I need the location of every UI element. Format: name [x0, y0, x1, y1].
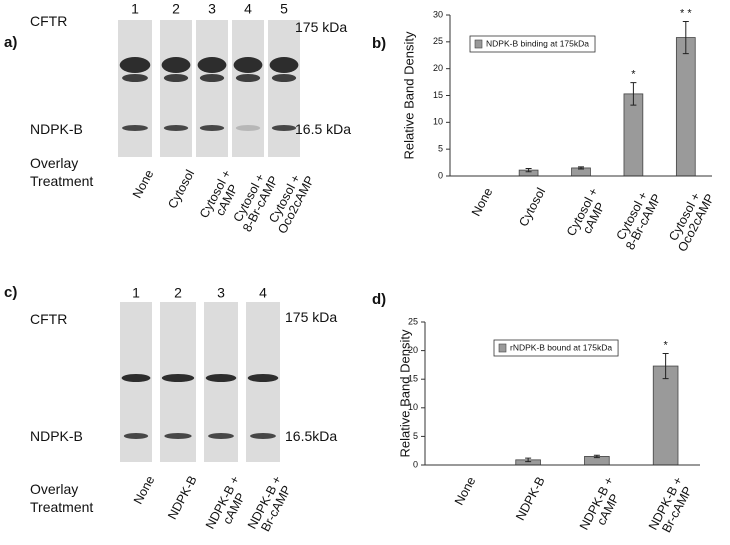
y-tick-label: 20 [408, 345, 418, 355]
panel-label: b) [372, 35, 387, 52]
significance-label: * [631, 69, 636, 81]
row-label: NDPK-B [30, 428, 83, 444]
blot-band [163, 74, 189, 82]
lane-number: 3 [217, 285, 225, 301]
blot-lane [160, 20, 192, 157]
marker-label: 16.5kDa [285, 428, 338, 444]
panel-label: c) [4, 284, 18, 301]
significance-label: * [663, 339, 668, 351]
lane-number: 1 [131, 1, 139, 17]
marker-label: 175 kDa [285, 309, 338, 325]
overlay-label: Overlay Treatment [30, 481, 94, 516]
bar [623, 93, 644, 177]
marker-label: 16.5 kDa [295, 121, 352, 137]
blot-band [205, 374, 237, 382]
panel-label: a) [4, 34, 18, 51]
blot-band [235, 125, 261, 131]
blot-lane [118, 20, 152, 157]
blot-band [122, 125, 148, 131]
blot-band [199, 125, 225, 131]
blot-band [247, 374, 279, 382]
lane-number: 2 [174, 285, 182, 301]
legend-label: NDPK-B binding at 175kDa [486, 38, 589, 48]
lane-number: 5 [280, 1, 288, 17]
blot-band [271, 74, 297, 82]
error-bar [662, 352, 669, 380]
error-bar [593, 454, 600, 459]
row-label: CFTR [30, 311, 68, 327]
blot-lane [268, 20, 300, 157]
lane-number: 1 [132, 285, 140, 301]
blot-band [235, 74, 261, 82]
error-bar [525, 457, 532, 463]
y-tick-label: 15 [433, 90, 443, 100]
y-tick-label: 30 [433, 9, 443, 19]
legend-label: rNDPK-B bound at 175kDa [510, 342, 612, 352]
error-bar [630, 82, 637, 106]
blot-band [161, 374, 195, 382]
y-axis-label: Relative Band Density [401, 31, 416, 159]
blot-band [119, 57, 151, 73]
blot-band [123, 433, 149, 439]
legend-swatch [474, 39, 483, 49]
blot-band [121, 374, 151, 382]
blot-band [164, 433, 192, 439]
blot-band [271, 125, 297, 131]
y-tick-label: 25 [433, 36, 443, 46]
y-tick-label: 20 [433, 63, 443, 73]
lane-number: 4 [259, 285, 267, 301]
y-tick-label: 5 [438, 144, 443, 154]
legend-swatch [498, 343, 507, 353]
error-bar [578, 166, 584, 170]
y-tick-label: 10 [408, 402, 418, 412]
error-bar [682, 20, 689, 55]
blot-band [199, 74, 225, 82]
significance-label: * * [680, 7, 692, 19]
legend-box [493, 339, 619, 357]
blot-band [208, 433, 234, 439]
error-bar [525, 167, 532, 173]
lane-number: 4 [244, 1, 252, 17]
blot-lane [232, 20, 264, 157]
blot-band [269, 57, 299, 73]
row-label: CFTR [30, 13, 68, 29]
lane-number: 2 [172, 1, 180, 17]
marker-label: 175 kDa [295, 19, 348, 35]
bar [675, 37, 696, 177]
blot-lane [196, 20, 228, 157]
bar [652, 365, 679, 466]
blot-band [197, 57, 227, 73]
y-tick-label: 0 [438, 170, 443, 180]
overlay-label: Overlay Treatment [30, 155, 94, 190]
blot-band [233, 57, 263, 73]
panel-label: d) [372, 291, 387, 308]
y-tick-label: 0 [413, 459, 418, 469]
y-tick-label: 5 [413, 431, 418, 441]
lane-number: 3 [208, 1, 216, 17]
y-axis-label: Relative Band Density [397, 329, 412, 457]
y-tick-label: 25 [408, 316, 418, 326]
legend-box [469, 35, 596, 53]
blot-band [250, 433, 276, 439]
blot-band [122, 74, 148, 82]
blot-band [161, 57, 191, 73]
y-tick-label: 10 [433, 117, 443, 127]
row-label: NDPK-B [30, 121, 83, 137]
blot-band [163, 125, 189, 131]
y-tick-label: 15 [408, 374, 418, 384]
